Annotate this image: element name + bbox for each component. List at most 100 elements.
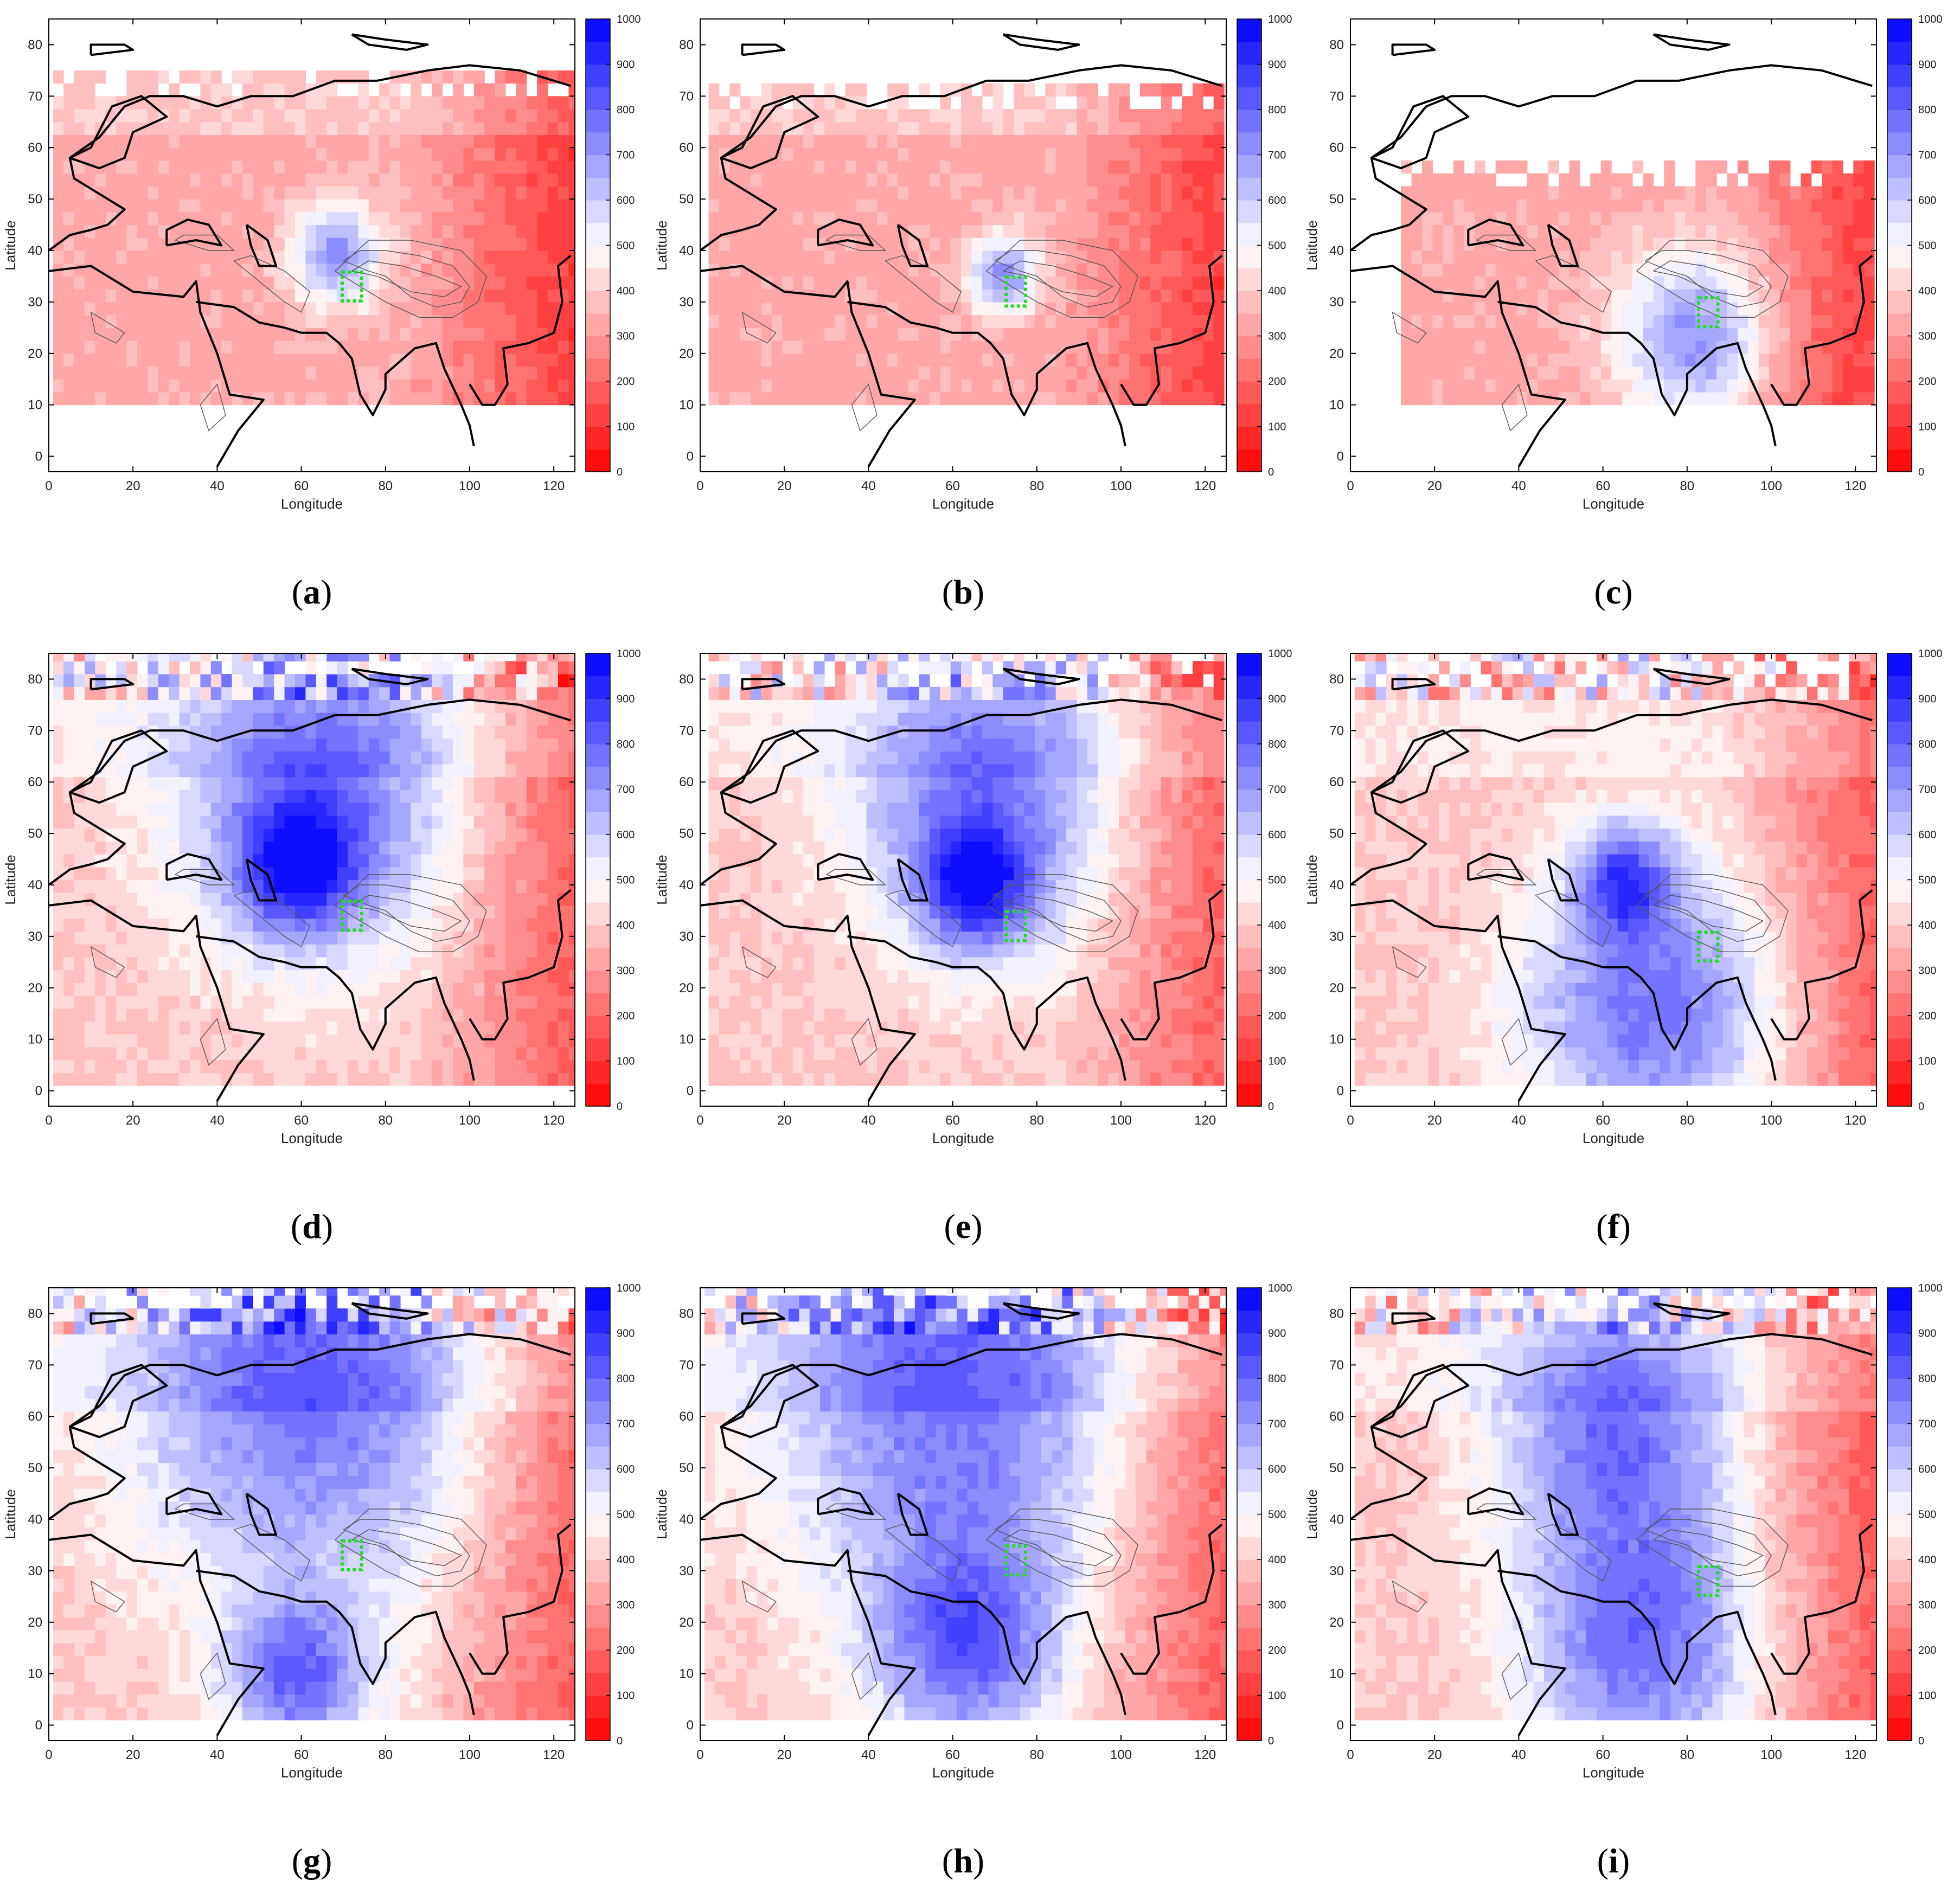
heat-cell [126, 738, 138, 752]
heat-cell [158, 391, 169, 406]
heat-cell [305, 841, 317, 855]
heat-cell [348, 699, 358, 713]
heat-cell [326, 879, 338, 893]
heat-cell [1842, 379, 1854, 393]
heat-cell [137, 186, 148, 200]
heat-cell [1474, 224, 1485, 238]
heat-cell [1182, 263, 1193, 277]
heat-cell [85, 803, 95, 816]
heat-cell [1024, 276, 1035, 290]
colorbar-tick-label: 700 [1918, 150, 1936, 162]
heat-cell [190, 1034, 201, 1048]
heat-cell [263, 828, 274, 842]
heat-cell [221, 956, 233, 971]
heat-cell [484, 905, 496, 919]
heat-cell [898, 160, 909, 174]
heat-cell [1801, 211, 1812, 226]
heat-cell [116, 712, 127, 726]
heat-cell [453, 1047, 464, 1061]
heat-cell [63, 956, 75, 971]
heat-cell [348, 211, 358, 226]
heat-cell [190, 160, 201, 174]
heat-cell [358, 983, 369, 996]
heat-cell [1411, 237, 1423, 251]
heat-cell [305, 983, 317, 996]
heat-cell [200, 674, 212, 688]
heat-cell [887, 160, 899, 174]
heat-cell [368, 815, 380, 829]
heat-cell [1832, 289, 1843, 303]
heat-cell [1119, 328, 1130, 341]
heat-cell [1527, 237, 1538, 251]
heat-cell [1098, 301, 1109, 316]
heat-cell [1161, 263, 1172, 277]
heat-cell [337, 725, 348, 739]
heat-cell [1769, 160, 1780, 174]
heat-cell [432, 251, 443, 264]
heat-cell [400, 738, 411, 752]
heat-cell [421, 803, 432, 816]
heat-cell [74, 224, 85, 238]
heat-cell [740, 353, 751, 367]
heat-cell [1643, 173, 1654, 187]
heat-cell [116, 983, 127, 996]
heat-cell [1622, 353, 1633, 367]
heat-cell [326, 379, 338, 393]
heat-cell [337, 996, 348, 1009]
heat-cell [148, 289, 159, 303]
heat-cell [516, 879, 527, 893]
heat-cell [537, 211, 548, 226]
heat-cell [432, 854, 443, 868]
heat-cell [284, 211, 296, 226]
heat-cell [263, 983, 274, 996]
heat-cell [379, 918, 390, 932]
heat-cell [337, 854, 348, 868]
heat-cell [274, 1073, 285, 1086]
heat-cell [856, 289, 867, 303]
heat-cell [835, 173, 846, 187]
heat-cell [190, 751, 201, 765]
heat-cell [232, 251, 243, 264]
heat-cell [400, 147, 411, 161]
heat-cell [1579, 341, 1591, 354]
heat-cell [348, 956, 358, 971]
heat-cell [253, 121, 264, 136]
heat-cell [1790, 341, 1801, 354]
heat-cell [537, 173, 548, 187]
heat-cell [63, 699, 75, 713]
heat-cell [1421, 263, 1433, 277]
heat-cell [1632, 289, 1643, 303]
heat-cell [432, 828, 443, 842]
heat-cell [137, 70, 148, 84]
heat-cell [453, 686, 464, 700]
heat-cell [1769, 263, 1780, 277]
heat-cell [337, 237, 348, 251]
heat-cell [116, 263, 127, 277]
heat-cell [1632, 391, 1643, 406]
heat-cell [505, 815, 516, 829]
heat-cell [771, 186, 783, 200]
heat-cell [63, 173, 75, 187]
colorbar-band [586, 426, 610, 450]
heat-cell [1611, 391, 1623, 406]
heat-cell [558, 263, 569, 277]
heat-cell [1192, 224, 1203, 238]
heat-cell [1464, 366, 1475, 380]
heat-cell [105, 712, 117, 726]
heat-cell [95, 301, 106, 316]
heat-cell [263, 121, 274, 136]
heat-cell [876, 134, 888, 148]
heat-cell [516, 712, 527, 726]
heat-cell [1727, 328, 1738, 341]
heat-cell [887, 289, 899, 303]
heat-cell [1516, 379, 1528, 393]
heat-cell [284, 764, 296, 778]
heat-cell [126, 905, 138, 919]
heat-cell [200, 661, 212, 675]
heat-cell [814, 391, 825, 406]
heat-cell [982, 109, 993, 123]
heat-cell [442, 764, 453, 778]
heat-cell [929, 224, 940, 238]
heat-cell [1790, 211, 1801, 226]
heat-cell [242, 686, 253, 700]
